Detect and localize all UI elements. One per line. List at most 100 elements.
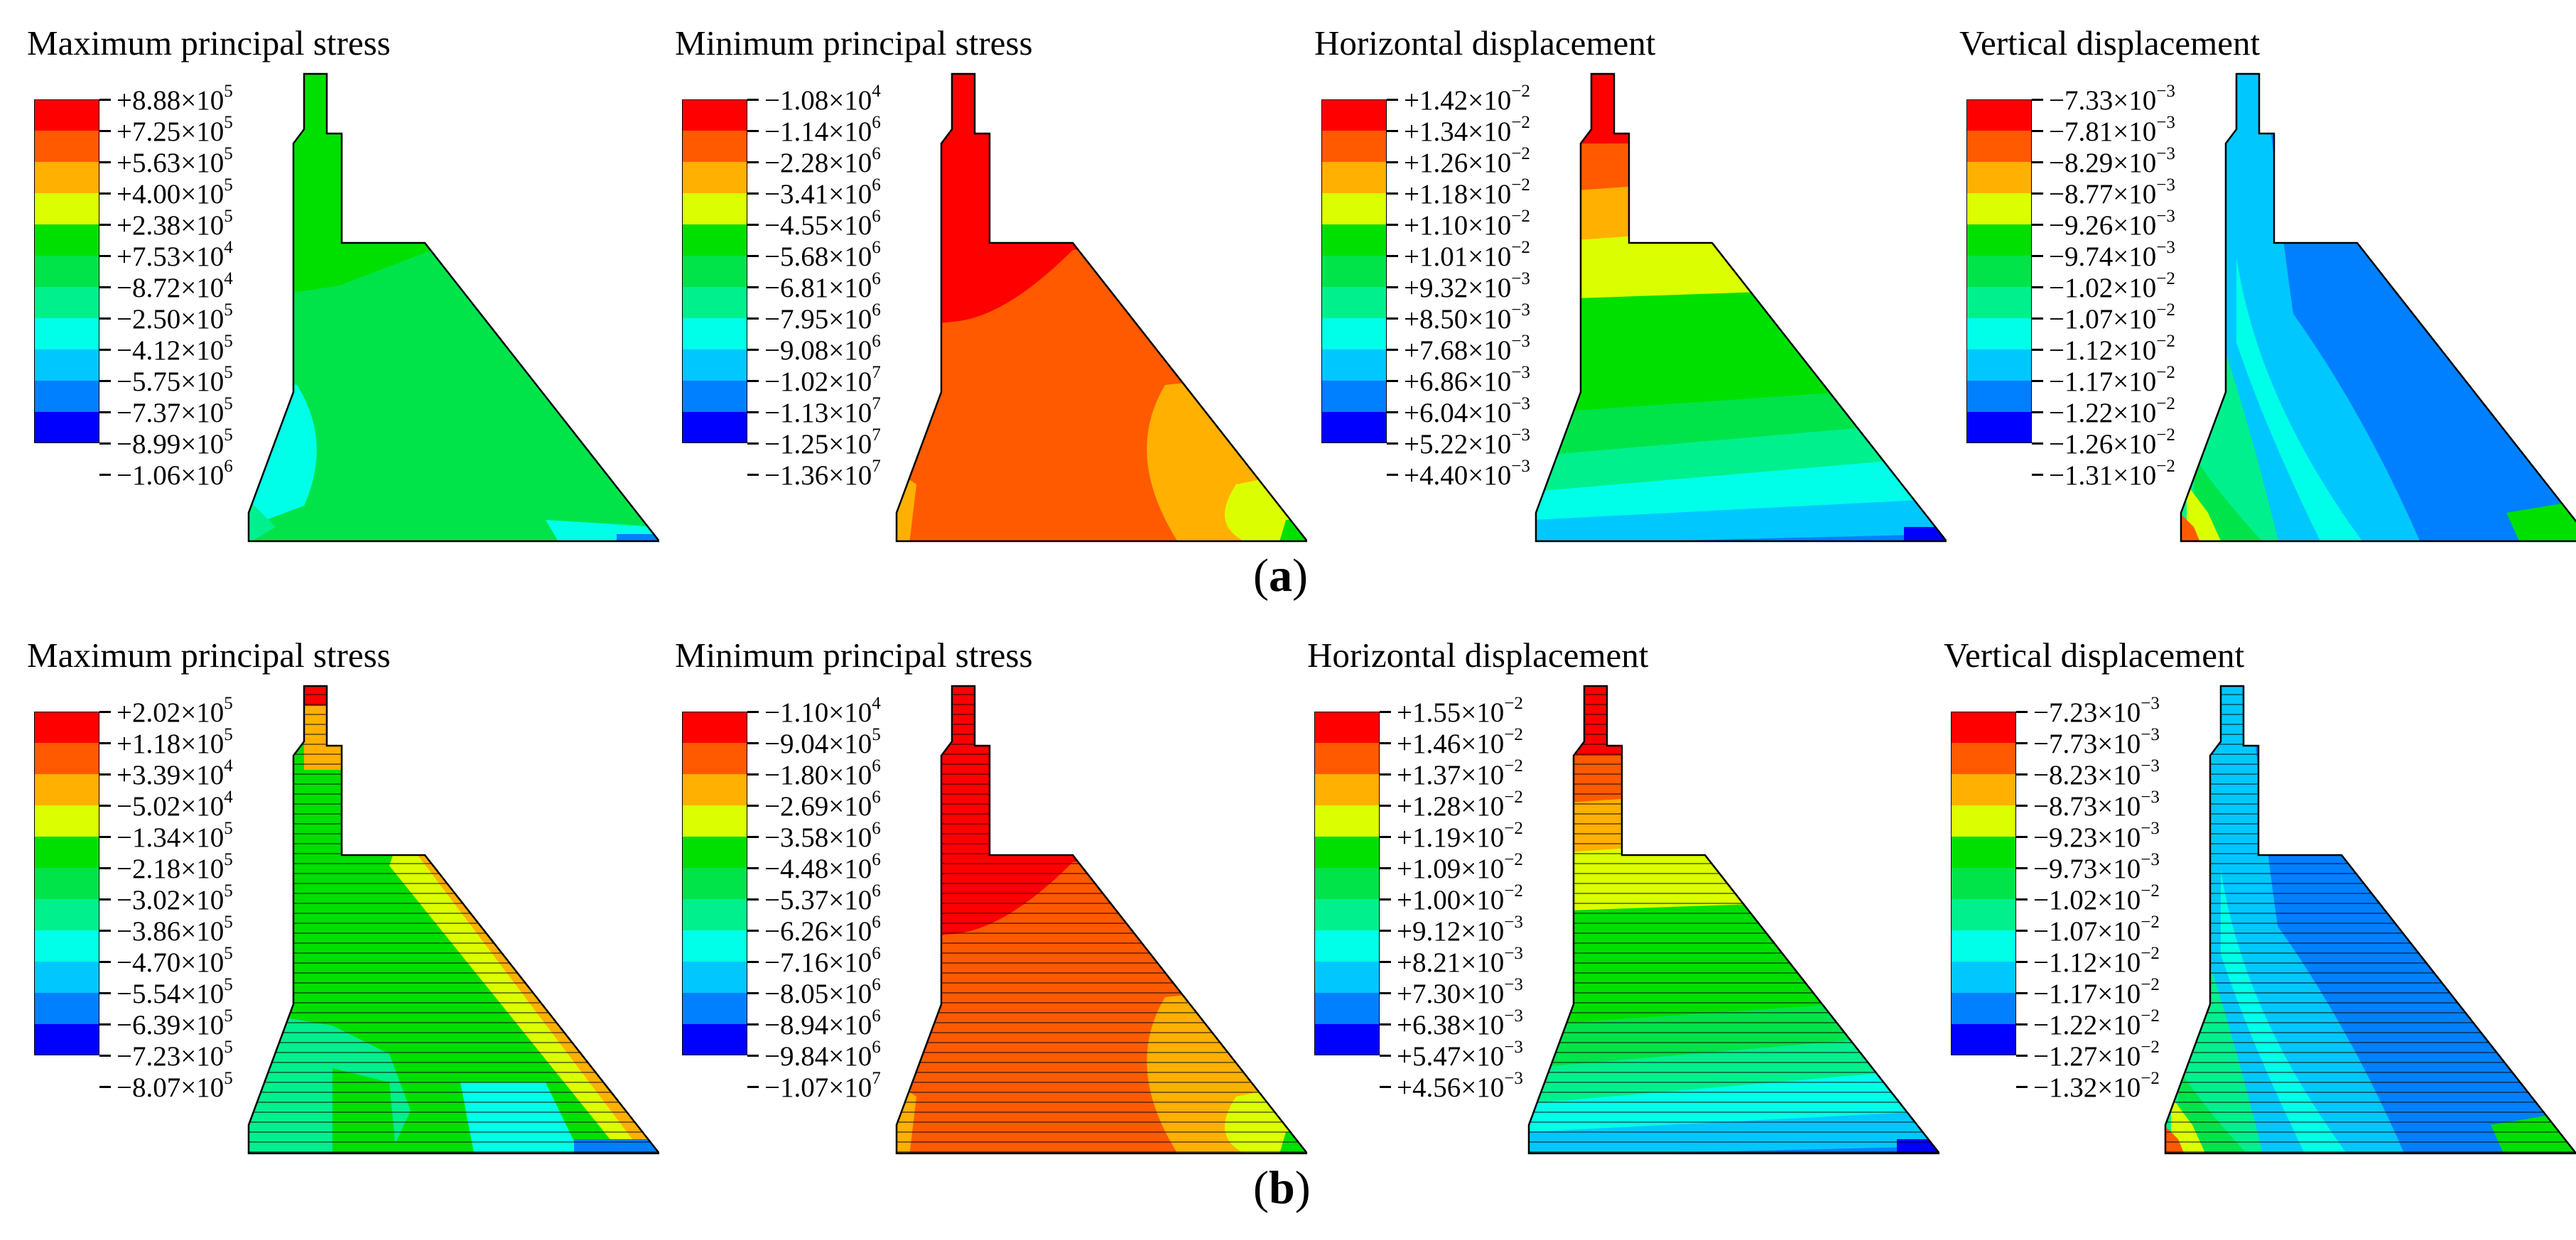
legend-tick: [747, 380, 759, 382]
legend-tick: [2016, 867, 2028, 869]
contour-region: [249, 499, 276, 541]
legend-tick: [2032, 286, 2043, 288]
legend-frame: [1321, 99, 1387, 443]
legend-tick: [747, 99, 759, 101]
legend-swatch: [1321, 318, 1387, 349]
legend-swatch: [1321, 193, 1387, 224]
legend-swatch: [34, 99, 99, 131]
legend-tick: [1380, 961, 1391, 963]
legend-value: +4.00×105: [117, 175, 233, 210]
legend-value: −3.86×105: [117, 913, 233, 947]
legend-tick: [747, 930, 759, 932]
legend-value: −9.73×10−3: [2033, 850, 2160, 884]
legend-value: −1.36×107: [764, 457, 881, 491]
legend-swatch: [682, 349, 747, 381]
legend-value: +9.32×10−3: [1404, 269, 1530, 303]
legend-tick: [747, 898, 759, 901]
legend-swatch: [34, 256, 99, 287]
dam-contour-plot: [1535, 72, 1947, 543]
contour-region: [1536, 499, 1947, 541]
legend-swatch: [682, 131, 747, 162]
legend-tick: [1387, 349, 1398, 351]
legend-tick: [99, 1055, 111, 1057]
legend-tick: [1380, 1055, 1391, 1057]
legend-value: +2.38×105: [117, 207, 233, 241]
legend-tick: [1380, 805, 1391, 807]
legend-value: −1.14×106: [764, 113, 881, 147]
legend-tick: [99, 805, 111, 807]
contour-region: [1529, 898, 1939, 1026]
legend-tick: [1387, 161, 1398, 163]
legend-tick: [99, 380, 111, 382]
legend-tick: [2032, 161, 2043, 163]
legend-swatch: [1966, 131, 2032, 162]
legend-tick: [2032, 99, 2043, 101]
legend-value: +1.18×105: [117, 725, 233, 759]
legend-value: +1.09×10−2: [1397, 850, 1523, 884]
legend-value: −1.08×104: [764, 82, 881, 116]
legend-tick: [747, 130, 759, 132]
legend-swatch: [1966, 99, 2032, 131]
legend-value: −2.50×105: [117, 300, 233, 335]
legend-swatch: [1951, 743, 2016, 774]
legend-tick: [2016, 742, 2028, 744]
legend-value: −4.48×106: [764, 850, 881, 884]
legend-value: +1.46×10−2: [1397, 725, 1523, 759]
legend-value: +6.38×10−3: [1397, 1006, 1523, 1040]
contour-region: [249, 74, 659, 300]
legend-frame: [1951, 712, 2016, 1055]
legend-swatch: [34, 318, 99, 349]
legend-tick: [1380, 773, 1391, 776]
legend-swatch: [34, 743, 99, 774]
legend-swatch: [682, 743, 747, 774]
legend-value: −1.06×106: [117, 457, 233, 491]
legend-swatch: [682, 962, 747, 993]
legend-value: −7.37×105: [117, 394, 233, 428]
dam-outline: [247, 72, 659, 543]
legend-swatch: [34, 287, 99, 318]
legend-swatch: [1966, 381, 2032, 412]
legend-value: −9.23×10−3: [2033, 819, 2160, 853]
legend-tick: [99, 1086, 111, 1088]
legend-tick: [747, 192, 759, 195]
contour-region: [460, 1082, 581, 1153]
dam-outline: [1535, 72, 1947, 543]
legend-value: −1.31×10−2: [2049, 457, 2175, 491]
dam-contour-plot: [895, 72, 1307, 543]
legend-value: +1.18×10−2: [1404, 175, 1530, 210]
contour-region: [2171, 1097, 2207, 1153]
contour-region: [304, 706, 342, 770]
panel-title: Horizontal displacement: [1314, 23, 1656, 62]
legend-tick: [2032, 192, 2043, 195]
legend-swatch: [1314, 930, 1380, 962]
legend-value: −8.05×106: [764, 975, 881, 1009]
legend-value: −6.81×106: [764, 269, 881, 303]
legend-value: +8.88×105: [117, 82, 233, 116]
legend-swatch: [1321, 349, 1387, 381]
legend-tick: [2032, 224, 2043, 226]
legend-swatch: [1966, 412, 2032, 443]
legend-value: −1.10×104: [764, 694, 881, 728]
legend-swatch: [682, 774, 747, 805]
legend-value: −9.84×106: [764, 1038, 881, 1072]
legend-tick: [747, 411, 759, 413]
contour-region: [2165, 1125, 2185, 1153]
legend-value: +1.01×10−2: [1404, 238, 1530, 272]
legend-tick: [747, 711, 759, 713]
legend-value: +1.34×10−2: [1404, 113, 1530, 147]
legend-tick: [2032, 255, 2043, 257]
legend-swatch: [1951, 962, 2016, 993]
legend-swatch: [1321, 412, 1387, 443]
legend-value: −8.72×104: [117, 269, 233, 303]
legend-value: −8.07×105: [117, 1069, 233, 1103]
contour-region: [617, 534, 659, 541]
legend-swatch: [682, 993, 747, 1024]
legend-value: +8.50×10−3: [1404, 300, 1530, 335]
legend-value: −1.22×10−2: [2033, 1006, 2160, 1040]
legend-value: −3.58×106: [764, 819, 881, 853]
legend-swatch: [34, 1024, 99, 1055]
legend-tick: [1387, 286, 1398, 288]
legend-value: +1.19×10−2: [1397, 819, 1523, 853]
legend-swatch: [682, 99, 747, 131]
legend-swatch: [34, 193, 99, 224]
